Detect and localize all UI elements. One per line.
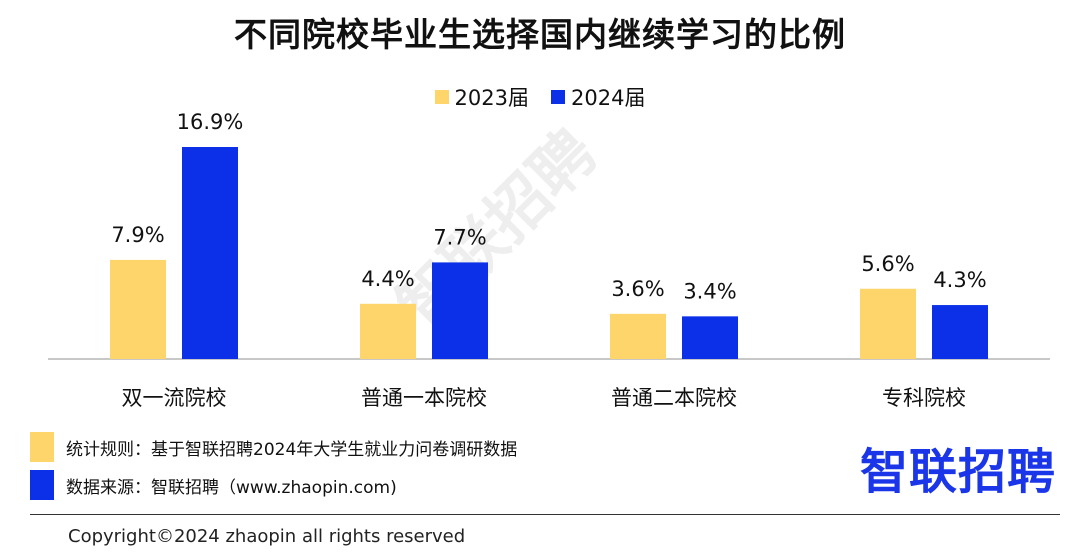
bar-chart: 7.9% 16.9% 双一流院校 4.4% 7.7% 普通一本院校 3.6% 3.4% 普通二本… [48, 110, 1050, 410]
legend-label-2023: 2023届 [454, 86, 529, 110]
legend-item-2024: 2024届 [551, 82, 645, 112]
data-label-2024-0: 16.9% [177, 110, 244, 134]
category-label-0: 双一流院校 [122, 386, 227, 410]
copyright: Copyright©2024 zhaopin all rights reserv… [68, 526, 466, 547]
chart-title: 不同院校毕业生选择国内继续学习的比例 [234, 15, 846, 54]
data-label-2024-2: 3.4% [683, 279, 736, 303]
data-label-2023-0: 7.9% [111, 223, 164, 247]
chart-legend: 2023届 2024届 [0, 82, 1080, 112]
bar-2024-2 [682, 316, 738, 359]
bar-2024-1 [432, 262, 488, 359]
category-label-1: 普通一本院校 [361, 386, 487, 410]
data-label-2024-1: 7.7% [433, 225, 486, 249]
bar-2023-0 [110, 259, 166, 359]
notes: 统计规则：基于智联招聘2024年大学生就业力问卷调研数据 数据来源：智联招聘（w… [30, 428, 517, 504]
bar-2024-0 [182, 147, 238, 359]
data-label-2024-3: 4.3% [933, 268, 986, 292]
category-label-2: 普通二本院校 [611, 386, 737, 410]
legend-swatch-2024 [551, 90, 565, 104]
note-swatch-yellow [30, 432, 54, 462]
data-label-2023-1: 4.4% [361, 267, 414, 291]
note-source-text: 数据来源：智联招聘（www.zhaopin.com) [66, 477, 397, 498]
data-label-2023-2: 3.6% [611, 277, 664, 301]
note-rule: 统计规则：基于智联招聘2024年大学生就业力问卷调研数据 [30, 428, 517, 466]
legend-label-2024: 2024届 [571, 86, 646, 110]
data-label-2023-3: 5.6% [861, 252, 914, 276]
zhaopin-logo: 智联招聘 [859, 444, 1056, 500]
note-rule-text: 统计规则：基于智联招聘2024年大学生就业力问卷调研数据 [66, 439, 518, 460]
bar-2023-1 [360, 303, 416, 359]
bar-2023-3 [860, 288, 916, 359]
note-swatch-blue [30, 470, 54, 500]
category-label-3: 专科院校 [882, 386, 966, 410]
bar-2024-3 [932, 305, 988, 359]
note-source: 数据来源：智联招聘（www.zhaopin.com) [30, 466, 517, 504]
legend-item-2023: 2023届 [434, 82, 529, 112]
divider [30, 514, 1060, 515]
legend-swatch-2023 [434, 90, 449, 104]
bar-2023-2 [610, 313, 666, 359]
